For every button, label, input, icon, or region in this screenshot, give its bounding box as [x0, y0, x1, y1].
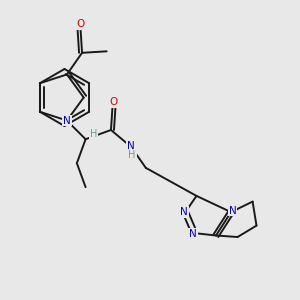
Text: N: N: [189, 229, 197, 239]
Text: N: N: [229, 206, 236, 216]
Text: N: N: [127, 141, 135, 152]
Text: N: N: [63, 116, 71, 126]
Text: O: O: [76, 19, 85, 29]
Text: O: O: [109, 97, 118, 107]
Text: N: N: [180, 207, 188, 217]
Text: H: H: [90, 129, 98, 139]
Text: H: H: [128, 150, 136, 161]
